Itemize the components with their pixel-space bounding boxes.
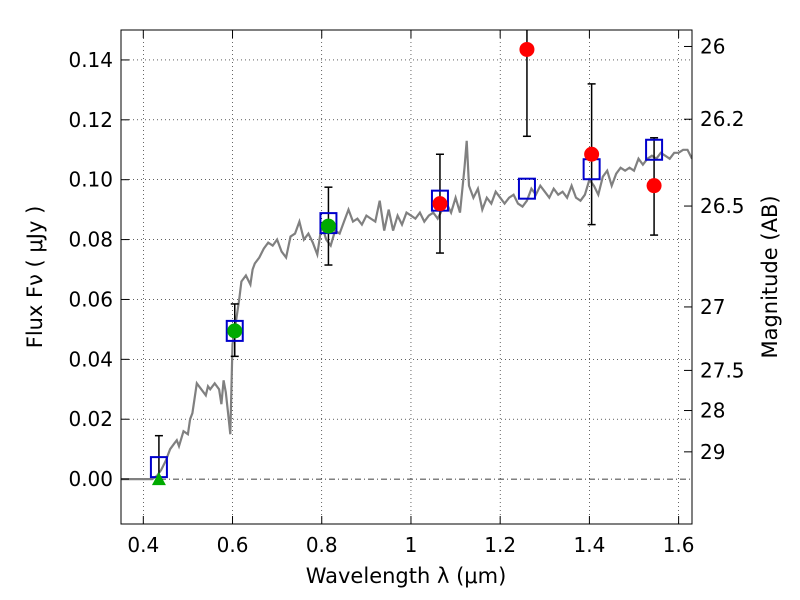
x-tick-label: 0.8 (306, 533, 338, 557)
model-spectrum-line (121, 140, 692, 481)
observed-point-red (432, 196, 448, 212)
right-tick-label: 27.5 (700, 358, 745, 382)
x-tick-label: 1.6 (663, 533, 695, 557)
observed-points (151, 41, 662, 486)
y-axis-label: Flux Fν ( μJy ) (23, 206, 47, 349)
y-tick-label: 0.02 (68, 407, 113, 431)
x-axis-ticks: 0.4 0.6 0.8 1 1.2 1.4 1.6 (127, 30, 695, 557)
model-photometry-square (645, 138, 664, 161)
x-tick-label: 1.4 (573, 533, 605, 557)
y-tick-label: 0.10 (68, 168, 113, 192)
y-tick-label: 0.12 (68, 108, 113, 132)
y-tick-label: 0.00 (68, 467, 113, 491)
x-axis-label: Wavelength λ (μm) (306, 564, 507, 588)
right-tick-label: 26.5 (700, 194, 745, 218)
right-axis-ticks: 26 26.2 26.5 27 27.5 28 29 (684, 34, 745, 464)
observed-point-green (227, 323, 243, 339)
right-tick-label: 26.2 (700, 107, 745, 131)
y-tick-label: 0.04 (68, 347, 113, 371)
right-tick-label: 28 (700, 399, 725, 423)
right-tick-label: 27 (700, 295, 725, 319)
y-tick-label: 0.14 (68, 48, 113, 72)
x-tick-label: 1.2 (484, 533, 516, 557)
y-tick-label: 0.06 (68, 287, 113, 311)
observed-upper-limit-triangle (151, 472, 166, 486)
observed-point-red (584, 146, 600, 162)
observed-point-red (646, 178, 662, 194)
x-tick-label: 0.6 (217, 533, 249, 557)
observed-point-green (320, 218, 336, 234)
model-photometry-square (517, 177, 536, 200)
right-tick-label: 26 (700, 34, 725, 58)
right-axis-label: Magnitude (AB) (758, 195, 782, 358)
x-tick-label: 0.4 (127, 533, 159, 557)
y-axis-ticks: 0.00 0.02 0.04 0.06 0.08 0.10 0.12 0.14 (68, 48, 129, 491)
x-tick-label: 1 (405, 533, 418, 557)
plot-frame (120, 29, 693, 525)
y-tick-label: 0.08 (68, 228, 113, 252)
model-photometry-square (225, 319, 244, 342)
observed-point-red (519, 41, 535, 57)
right-tick-label: 29 (700, 440, 725, 464)
